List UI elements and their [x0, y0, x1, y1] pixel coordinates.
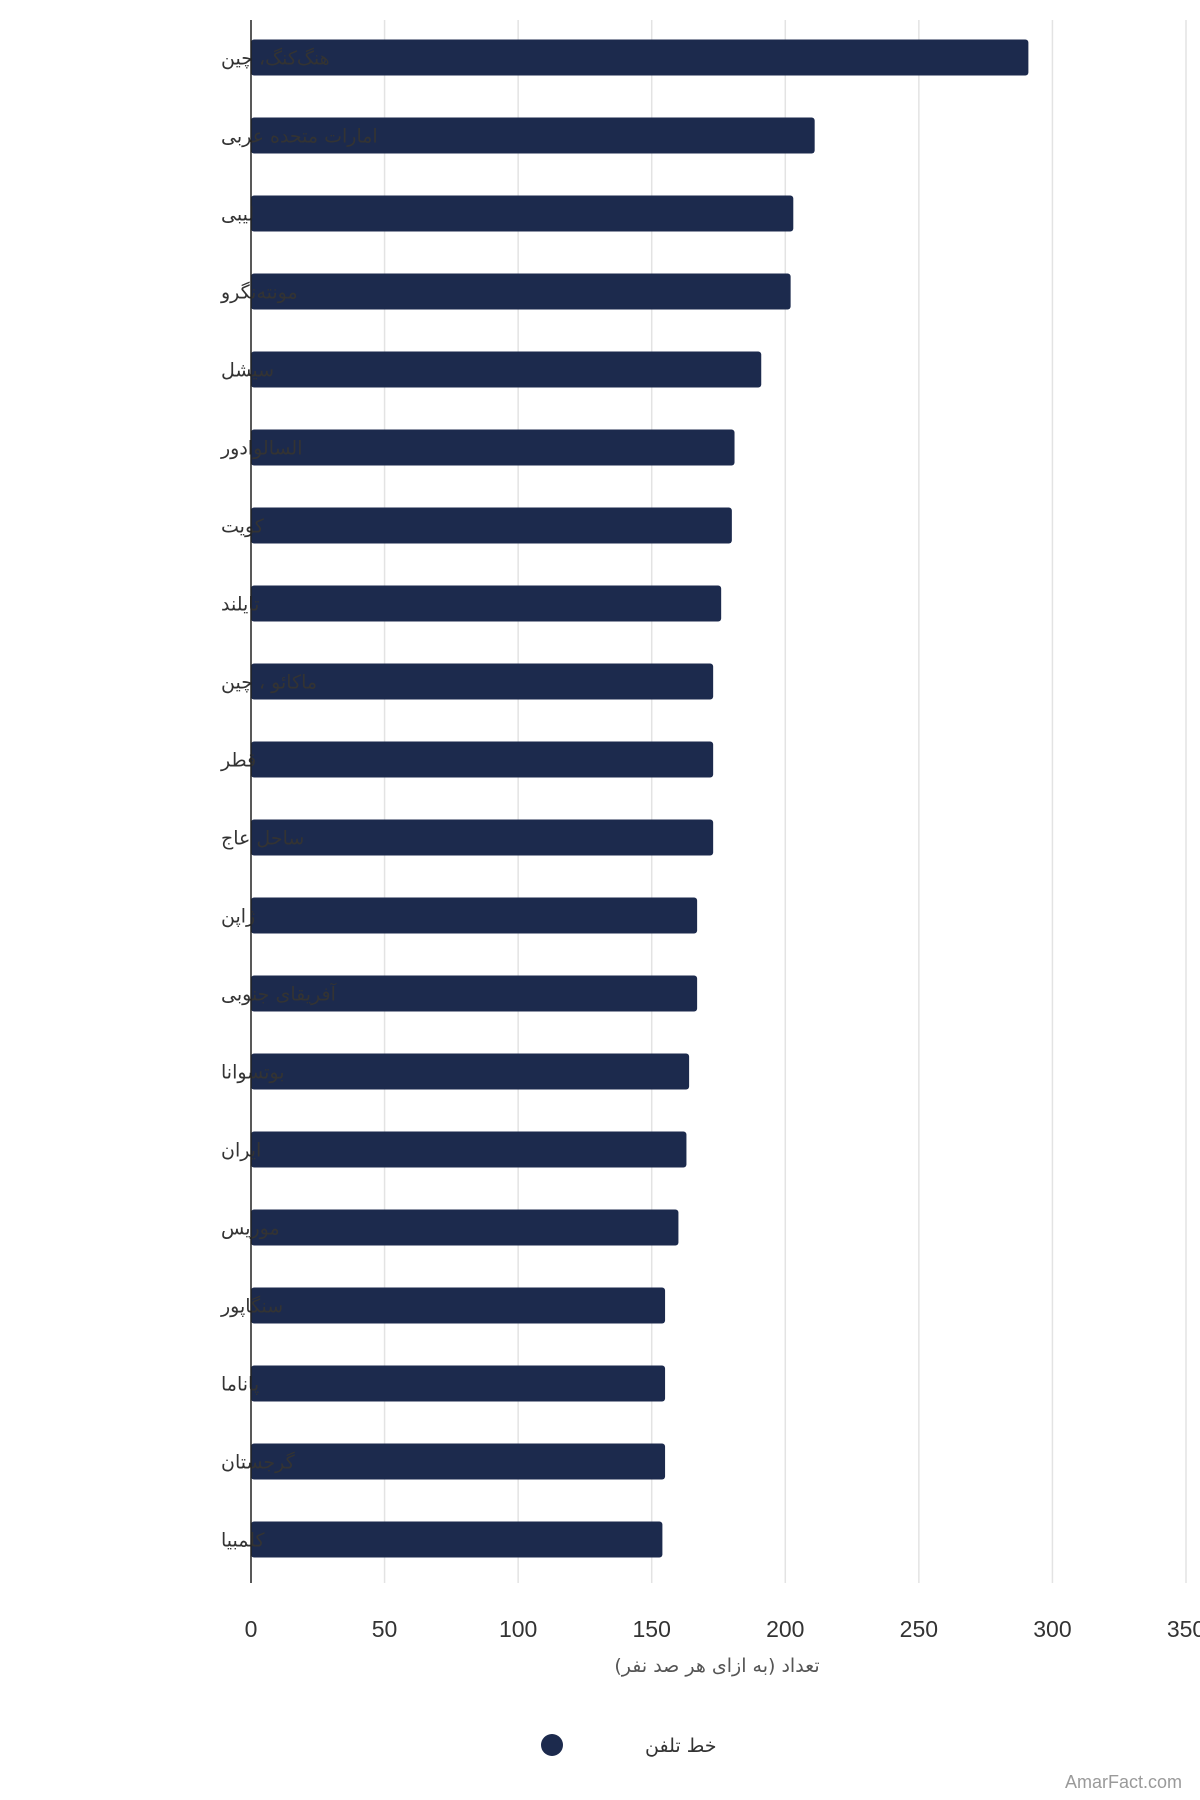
bar[interactable] [251, 663, 714, 700]
legend-label: خط تلفن [645, 1735, 716, 1757]
bar[interactable] [251, 897, 698, 934]
bar[interactable] [251, 39, 1029, 76]
bar[interactable] [251, 507, 732, 544]
x-tick-labels: 0 50 100 150 200 250 300 350 [245, 1616, 1200, 1642]
category-label: ایران [221, 1140, 261, 1162]
bar[interactable] [251, 975, 698, 1012]
category-label: السالوادور [220, 438, 303, 460]
category-labels: هنگ‌کنگ، چین امارات متحده عربی لیبی مونته‌ن… [220, 48, 378, 1552]
bar[interactable] [251, 273, 791, 310]
legend[interactable]: خط تلفن [541, 1734, 716, 1757]
bar[interactable] [251, 585, 722, 622]
x-tick-label: 200 [766, 1616, 804, 1642]
legend-marker [541, 1734, 563, 1756]
category-label: تایلند [221, 594, 259, 616]
category-label: بوتسوانا [221, 1062, 285, 1084]
bar[interactable] [251, 1209, 679, 1246]
bar[interactable] [251, 429, 735, 466]
category-label: لیبی [221, 204, 254, 226]
bar[interactable] [251, 351, 762, 388]
bar[interactable] [251, 1365, 666, 1402]
bars [251, 39, 1029, 1558]
x-axis-title: تعداد (به ازای هر صد نفر) [614, 1655, 819, 1677]
x-tick-label: 50 [372, 1616, 398, 1642]
category-label: کویت [221, 516, 265, 538]
bar[interactable] [251, 1287, 666, 1324]
category-label: سیشل [221, 360, 274, 382]
bar[interactable] [251, 819, 714, 856]
x-tick-label: 350 [1167, 1616, 1200, 1642]
category-label: ساحل عاج [221, 828, 304, 850]
bar[interactable] [251, 1131, 687, 1168]
grid-lines [383, 20, 1187, 1583]
x-tick-label: 100 [499, 1616, 537, 1642]
category-label: پاناما [221, 1374, 259, 1396]
category-label: هنگ‌کنگ، چین [221, 48, 330, 70]
bar[interactable] [251, 1443, 666, 1480]
bar[interactable] [251, 195, 794, 232]
category-label: ژاپن [221, 906, 255, 928]
category-label: مونته‌نگرو [220, 281, 298, 304]
watermark[interactable]: AmarFact.com [1065, 1772, 1182, 1792]
x-tick-label: 250 [900, 1616, 938, 1642]
category-label: قطر [220, 750, 256, 772]
category-label: آفریقای جنوبی [221, 982, 337, 1006]
bar[interactable] [251, 1521, 663, 1558]
category-label: ماکائو ، چین [221, 672, 317, 694]
bar[interactable] [251, 741, 714, 778]
category-label: امارات متحده عربی [221, 126, 378, 148]
category-label: کلمبیا [221, 1530, 266, 1552]
x-tick-label: 150 [633, 1616, 671, 1642]
category-label: گرجستان [221, 1451, 296, 1474]
bar[interactable] [251, 117, 815, 154]
bar[interactable] [251, 1053, 690, 1090]
x-tick-label: 0 [245, 1616, 258, 1642]
x-tick-label: 300 [1033, 1616, 1071, 1642]
